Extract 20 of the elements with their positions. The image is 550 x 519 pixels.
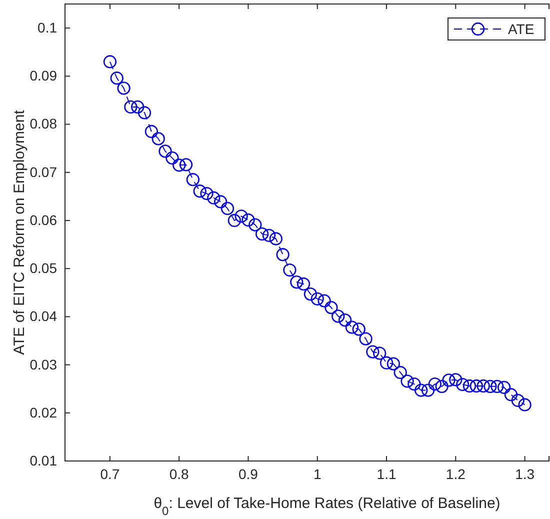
y-tick-label: 0.01 (30, 452, 58, 468)
y-tick-label: 0.09 (30, 68, 58, 84)
x-tick-label: 1.3 (515, 466, 535, 482)
x-tick-label: 1.2 (446, 466, 466, 482)
y-tick-label: 0.04 (30, 308, 58, 324)
y-axis-title: ATE of EITC Reform on Employment (11, 109, 28, 355)
y-tick-label: 0.1 (38, 20, 58, 36)
x-tick-label: 1.1 (376, 466, 396, 482)
x-tick-label: 0.7 (100, 466, 120, 482)
x-axis-title: θ$_{0}$: Level of Take-Home Rates (Relative of Baseline) (154, 495, 500, 518)
legend-label: ATE (508, 21, 534, 37)
y-tick-label: 0.02 (30, 404, 58, 420)
y-tick-label: 0.07 (30, 164, 58, 180)
y-tick-label: 0.06 (30, 212, 58, 228)
x-tick-label: 0.9 (238, 466, 258, 482)
x-tick-label: 1 (313, 466, 322, 482)
y-tick-label: 0.08 (30, 116, 58, 132)
y-tick-label: 0.03 (30, 356, 58, 372)
x-tick-label: 0.8 (169, 466, 190, 482)
y-tick-label: 0.05 (30, 260, 58, 276)
